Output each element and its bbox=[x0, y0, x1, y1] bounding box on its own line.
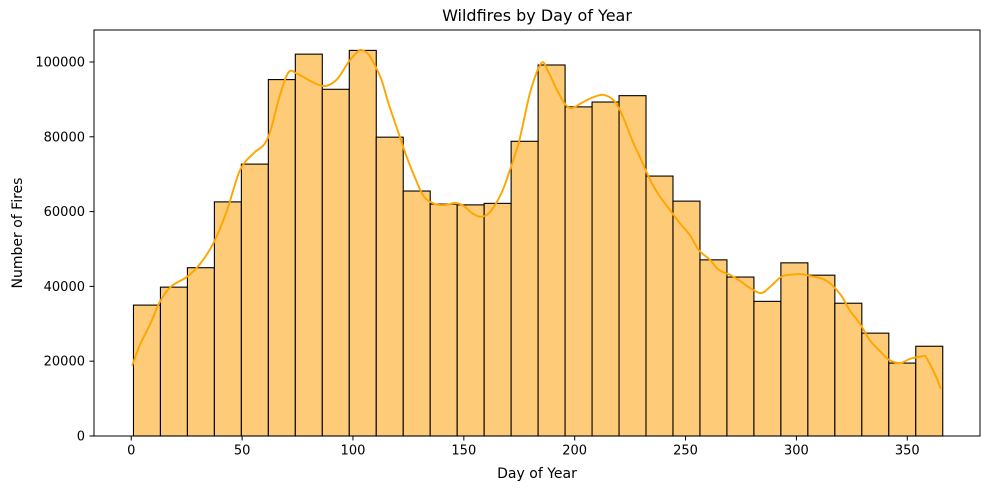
y-tick-label: 40000 bbox=[44, 280, 85, 295]
x-axis-label: Day of Year bbox=[497, 466, 577, 482]
y-tick-label: 0 bbox=[77, 430, 85, 445]
x-tick-label: 150 bbox=[451, 444, 476, 459]
x-tick-label: 50 bbox=[234, 444, 251, 459]
x-tick-label: 100 bbox=[341, 444, 366, 459]
histogram-bar bbox=[780, 262, 809, 437]
x-tick-label: 200 bbox=[562, 444, 587, 459]
x-tick-label: 300 bbox=[784, 444, 809, 459]
histogram-bar bbox=[564, 106, 593, 437]
histogram-bar bbox=[159, 286, 188, 437]
histogram-bar bbox=[348, 49, 377, 437]
y-tick-label: 20000 bbox=[44, 355, 85, 370]
histogram-bar bbox=[456, 204, 485, 437]
x-tick-label: 350 bbox=[895, 444, 920, 459]
plot-border bbox=[93, 29, 981, 437]
axes-ticks: 0 50 100 150 200 250 300 350 0 20000 40000 60000 800… bbox=[35, 55, 919, 458]
y-tick-label: 100000 bbox=[35, 55, 85, 70]
histogram-bar bbox=[807, 274, 836, 437]
histogram-bar bbox=[834, 302, 863, 437]
histogram-bar bbox=[591, 101, 620, 437]
histogram-bar bbox=[240, 163, 269, 437]
histogram-bar bbox=[213, 201, 242, 437]
histogram-bar bbox=[645, 175, 674, 437]
x-tick-label: 0 bbox=[127, 444, 135, 459]
kde-curve bbox=[131, 48, 942, 390]
histogram-bar bbox=[618, 95, 647, 437]
histogram-bar bbox=[861, 332, 890, 437]
histogram-bar bbox=[753, 300, 782, 437]
histogram-bars bbox=[132, 49, 944, 437]
kde-curve-group bbox=[131, 48, 942, 390]
histogram-bar bbox=[375, 136, 404, 437]
histogram-bar bbox=[726, 276, 755, 437]
histogram-bar bbox=[699, 259, 728, 437]
histogram-bar bbox=[888, 362, 917, 437]
x-tick-label: 250 bbox=[673, 444, 698, 459]
histogram-bar bbox=[429, 203, 458, 437]
histogram-bar bbox=[132, 304, 162, 437]
histogram-bar bbox=[402, 190, 431, 437]
histogram-bar bbox=[510, 140, 539, 437]
y-tick-label: 60000 bbox=[44, 205, 85, 220]
histogram-bar bbox=[915, 345, 944, 437]
histogram-bar bbox=[267, 79, 296, 437]
histogram-bar bbox=[321, 88, 350, 437]
histogram-bar bbox=[483, 202, 512, 437]
y-axis-label: Number of Fires bbox=[10, 178, 26, 289]
histogram-bar bbox=[672, 200, 701, 437]
histogram-bar bbox=[294, 53, 323, 437]
histogram-bar bbox=[537, 64, 566, 437]
y-tick-label: 80000 bbox=[44, 130, 85, 145]
chart-title: Wildfires by Day of Year bbox=[442, 6, 632, 25]
histogram-bar bbox=[186, 267, 215, 437]
